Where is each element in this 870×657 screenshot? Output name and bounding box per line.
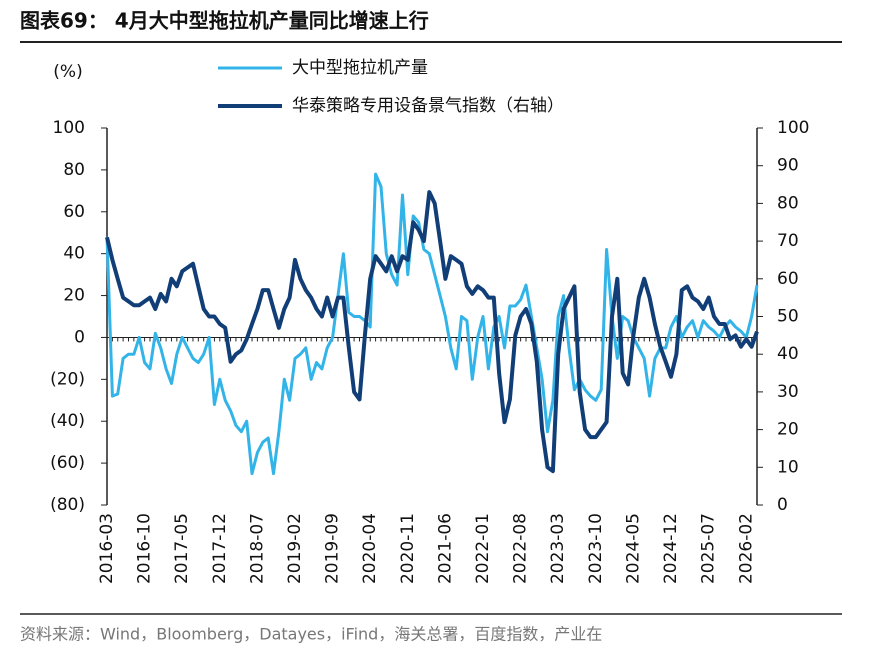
x-tick-label: 2026-02 <box>736 513 756 584</box>
x-tick-label: 2025-07 <box>699 513 719 584</box>
y2-tick-label: 20 <box>777 420 799 440</box>
y-tick-label: (60) <box>50 453 85 473</box>
legend-label: 华泰策略专用设备景气指数（右轴） <box>292 96 564 116</box>
x-tick-label: 2023-10 <box>586 513 606 584</box>
y2-tick-label: 90 <box>777 156 799 176</box>
y-tick-label: 20 <box>63 286 85 306</box>
y2-tick-label: 70 <box>777 231 799 251</box>
y2-tick-label: 60 <box>777 269 799 289</box>
y-tick-label: 0 <box>74 327 85 347</box>
x-tick-label: 2021-06 <box>435 513 455 584</box>
y-tick-label: (40) <box>50 411 85 431</box>
y2-tick-label: 80 <box>777 193 799 213</box>
y-tick-label: 40 <box>63 244 85 264</box>
x-tick-label: 2024-05 <box>623 513 643 584</box>
x-tick-label: 2023-03 <box>548 513 568 584</box>
x-tick-label: 2019-09 <box>323 513 343 584</box>
y-tick-label: (80) <box>50 495 85 515</box>
x-tick-label: 2018-07 <box>247 513 267 584</box>
series-line <box>105 190 759 474</box>
x-tick-label: 2022-08 <box>511 513 531 584</box>
x-tick-label: 2017-05 <box>172 513 192 584</box>
x-tick-label: 2016-10 <box>135 513 155 584</box>
x-tick-label: 2020-11 <box>398 513 418 584</box>
y2-tick-label: 40 <box>777 344 799 364</box>
source-note: 资料来源：Wind，Bloomberg，Datayes，iFind，海关总署，百… <box>20 625 602 644</box>
legend-label: 大中型拖拉机产量 <box>292 58 428 78</box>
x-tick-label: 2017-12 <box>210 513 230 584</box>
chart-title: 图表69： 4月大中型拖拉机产量同比增速上行 <box>20 9 429 33</box>
y2-tick-label: 100 <box>777 118 809 138</box>
y-axis-label: (%) <box>53 62 82 82</box>
x-tick-label: 2022-01 <box>473 513 493 584</box>
series-line <box>105 172 759 476</box>
y2-tick-label: 30 <box>777 382 799 402</box>
y-tick-label: 80 <box>63 160 85 180</box>
y2-tick-label: 10 <box>777 457 799 477</box>
x-tick-label: 2019-02 <box>285 513 305 584</box>
y-tick-label: 100 <box>53 118 85 138</box>
y-tick-label: 60 <box>63 202 85 222</box>
y2-tick-label: 0 <box>777 495 788 515</box>
y-tick-label: (20) <box>50 369 85 389</box>
x-tick-label: 2016-03 <box>97 513 117 584</box>
y2-tick-label: 50 <box>777 307 799 327</box>
x-tick-label: 2024-12 <box>661 513 681 584</box>
x-tick-label: 2020-04 <box>360 513 380 584</box>
